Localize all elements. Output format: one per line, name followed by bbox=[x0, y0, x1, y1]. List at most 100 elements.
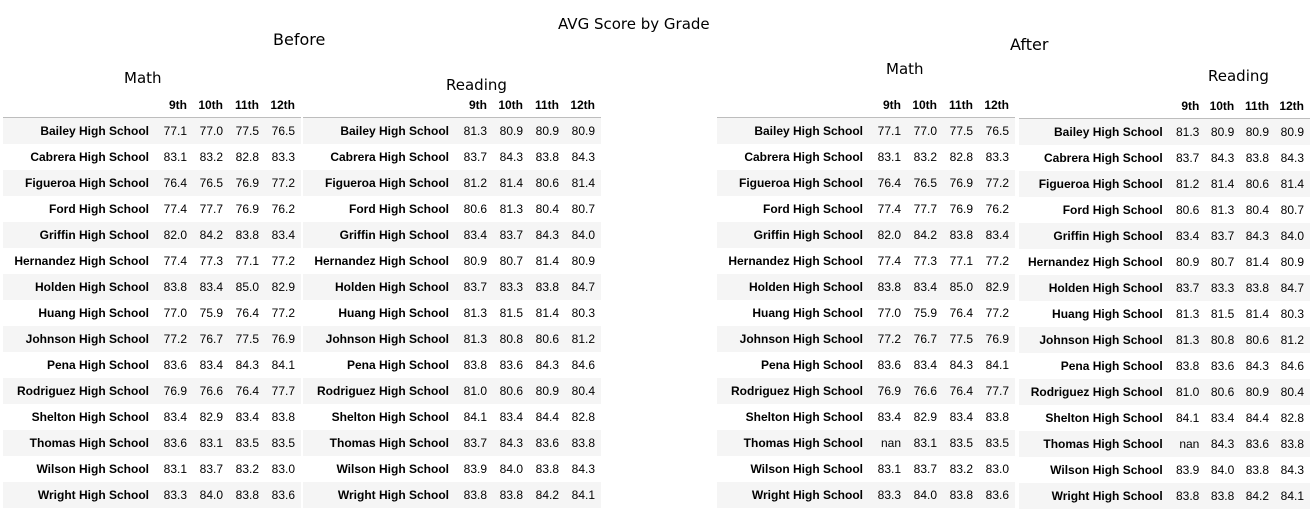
school-name: Holden High School bbox=[35, 280, 149, 294]
score-cell: 77.1 bbox=[235, 254, 259, 268]
score-cell: 85.0 bbox=[949, 280, 973, 294]
before-math-header-row: 9th 10th 11th 12th bbox=[3, 93, 301, 118]
score-cell: 77.1 bbox=[877, 124, 901, 138]
score-cell: 80.9 bbox=[1175, 255, 1200, 269]
school-name: Johnson High School bbox=[25, 332, 149, 346]
score-cell: 81.0 bbox=[1175, 385, 1200, 399]
school-name: Figueroa High School bbox=[1038, 177, 1163, 191]
score-cell: 80.9 bbox=[1210, 125, 1235, 139]
school-name: Figueroa High School bbox=[738, 176, 863, 190]
score-cell: 80.6 bbox=[1245, 333, 1270, 347]
table-row: Figueroa High School 81.2 81.4 80.6 81.4 bbox=[1019, 171, 1310, 197]
score-cell: 84.3 bbox=[535, 228, 559, 242]
table-row: Johnson High School 77.2 76.7 77.5 76.9 bbox=[717, 326, 1015, 352]
table-row: Ford High School 80.6 81.3 80.4 80.7 bbox=[1019, 197, 1310, 223]
table-row: Wilson High School 83.1 83.7 83.2 83.0 bbox=[717, 456, 1015, 482]
table-row: Johnson High School 81.3 80.8 80.6 81.2 bbox=[1019, 327, 1310, 353]
table-row: Cabrera High School 83.7 84.3 83.8 84.3 bbox=[303, 144, 601, 170]
school-name: Thomas High School bbox=[329, 436, 449, 450]
score-cell: 80.9 bbox=[535, 384, 559, 398]
score-cell: 81.3 bbox=[463, 306, 487, 320]
score-cell: 83.4 bbox=[913, 280, 937, 294]
score-cell: 80.6 bbox=[499, 384, 523, 398]
score-cell: 84.0 bbox=[499, 462, 523, 476]
score-cell: 80.9 bbox=[1245, 125, 1270, 139]
column-header: 12th bbox=[570, 98, 595, 112]
score-cell: 82.9 bbox=[913, 410, 937, 424]
score-cell: 81.3 bbox=[1175, 333, 1200, 347]
score-cell: 83.1 bbox=[877, 150, 901, 164]
score-cell: 81.5 bbox=[499, 306, 523, 320]
column-header: 10th bbox=[198, 98, 223, 112]
score-cell: 75.9 bbox=[913, 306, 937, 320]
score-cell: 83.6 bbox=[271, 488, 295, 502]
before-math-table: 9th 10th 11th 12th Bailey High School 77.1 77.… bbox=[3, 93, 301, 508]
score-cell: 77.4 bbox=[163, 254, 187, 268]
table-row: Cabrera High School 83.7 84.3 83.8 84.3 bbox=[1019, 145, 1310, 171]
score-cell: 77.7 bbox=[271, 384, 295, 398]
score-cell: 80.4 bbox=[571, 384, 595, 398]
after-label: After bbox=[1010, 35, 1049, 54]
score-cell: 77.5 bbox=[235, 124, 259, 138]
table-row: Wright High School 83.3 84.0 83.8 83.6 bbox=[3, 482, 301, 508]
score-cell: 83.8 bbox=[571, 436, 595, 450]
score-cell: 83.8 bbox=[1210, 489, 1235, 503]
score-cell: 76.5 bbox=[985, 124, 1009, 138]
score-cell: 81.0 bbox=[463, 384, 487, 398]
score-cell: 83.4 bbox=[1210, 411, 1235, 425]
table-row: Rodriguez High School 76.9 76.6 76.4 77.7 bbox=[3, 378, 301, 404]
school-name: Johnson High School bbox=[325, 332, 449, 346]
school-name: Ford High School bbox=[349, 202, 449, 216]
school-name: Cabrera High School bbox=[744, 150, 863, 164]
score-cell: 77.2 bbox=[877, 332, 901, 346]
score-cell: 80.9 bbox=[571, 254, 595, 268]
after-reading-table: 9th 10th 11th 12th Bailey High School 81.3 80.… bbox=[1019, 94, 1310, 509]
score-cell: 81.5 bbox=[1210, 307, 1235, 321]
score-cell: 83.1 bbox=[163, 150, 187, 164]
school-name: Figueroa High School bbox=[24, 176, 149, 190]
score-cell: 83.7 bbox=[1210, 229, 1235, 243]
score-cell: 82.8 bbox=[949, 150, 973, 164]
score-cell: 80.8 bbox=[499, 332, 523, 346]
score-cell: 83.8 bbox=[535, 280, 559, 294]
table-row: Thomas High School 83.7 84.3 83.6 83.8 bbox=[303, 430, 601, 456]
table-row: Wilson High School 83.1 83.7 83.2 83.0 bbox=[3, 456, 301, 482]
score-cell: 80.7 bbox=[499, 254, 523, 268]
score-cell: 83.4 bbox=[877, 410, 901, 424]
score-cell: 84.6 bbox=[1280, 359, 1304, 373]
table-row: Ford High School 80.6 81.3 80.4 80.7 bbox=[303, 196, 601, 222]
score-cell: 75.9 bbox=[199, 306, 223, 320]
score-cell: 81.3 bbox=[1175, 307, 1200, 321]
score-cell: 77.5 bbox=[235, 332, 259, 346]
score-cell: 77.0 bbox=[877, 306, 901, 320]
score-cell: 83.8 bbox=[235, 488, 259, 502]
school-name: Holden High School bbox=[749, 280, 863, 294]
score-cell: 84.2 bbox=[913, 228, 937, 242]
score-cell: 83.8 bbox=[499, 488, 523, 502]
school-name: Cabrera High School bbox=[1044, 151, 1163, 165]
score-cell: 81.4 bbox=[535, 306, 559, 320]
table-row: Hernandez High School 80.9 80.7 81.4 80.9 bbox=[303, 248, 601, 274]
school-name: Wilson High School bbox=[36, 462, 149, 476]
score-cell: 83.7 bbox=[199, 462, 223, 476]
index-header bbox=[303, 93, 457, 118]
score-cell: 83.3 bbox=[877, 488, 901, 502]
score-cell: 83.8 bbox=[1245, 151, 1270, 165]
score-cell: 83.1 bbox=[199, 436, 223, 450]
score-cell: 76.9 bbox=[949, 202, 973, 216]
column-header: 10th bbox=[498, 98, 523, 112]
school-name: Rodriguez High School bbox=[1030, 385, 1163, 399]
school-name: Shelton High School bbox=[331, 410, 449, 424]
score-cell: 83.9 bbox=[463, 462, 487, 476]
score-cell: 84.7 bbox=[571, 280, 595, 294]
score-cell: 76.2 bbox=[271, 202, 295, 216]
table-row: Thomas High School 83.6 83.1 83.5 83.5 bbox=[3, 430, 301, 456]
table-row: Huang High School 81.3 81.5 81.4 80.3 bbox=[1019, 301, 1310, 327]
table-row: Thomas High School nan 83.1 83.5 83.5 bbox=[717, 430, 1015, 456]
table-row: Hernandez High School 80.9 80.7 81.4 80.9 bbox=[1019, 249, 1310, 275]
school-name: Wright High School bbox=[1051, 489, 1163, 503]
score-cell: 84.3 bbox=[949, 358, 973, 372]
table-row: Wilson High School 83.9 84.0 83.8 84.3 bbox=[303, 456, 601, 482]
score-cell: 76.7 bbox=[199, 332, 223, 346]
school-name: Bailey High School bbox=[754, 124, 863, 138]
